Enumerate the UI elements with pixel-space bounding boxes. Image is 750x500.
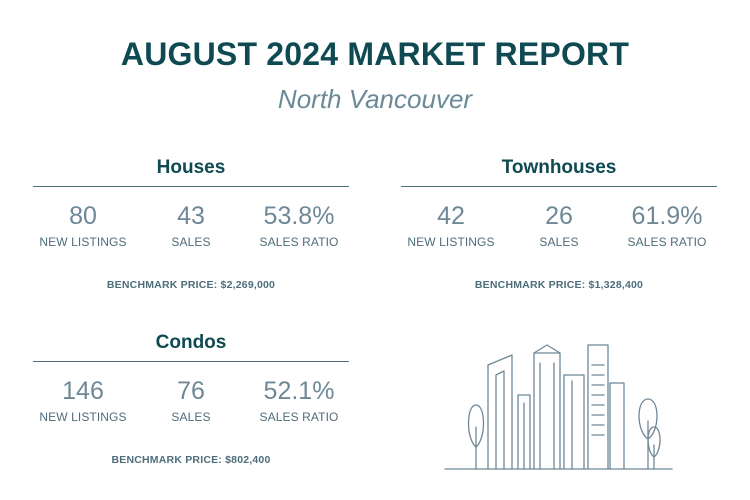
sales-label: SALES: [171, 235, 211, 249]
townhouses-section: Townhouses 42 NEW LISTINGS 26 SALES 61.9…: [401, 155, 717, 291]
sales-label: SALES: [171, 410, 211, 424]
sales-ratio-stat: 52.1% SALES RATIO: [244, 376, 354, 426]
sales-ratio-value: 52.1%: [263, 377, 335, 405]
section-title: Houses: [156, 157, 226, 178]
benchmark-price: BENCHMARK PRICE: $2,269,000: [106, 279, 276, 291]
sales-label: SALES: [539, 235, 579, 249]
sales-ratio-value: 61.9%: [631, 202, 703, 230]
new-listings-stat: 80 NEW LISTINGS: [28, 201, 138, 251]
new-listings-label: NEW LISTINGS: [39, 410, 127, 424]
stats-row: 146 NEW LISTINGS 76 SALES 52.1% SALES RA…: [33, 376, 349, 440]
new-listings-stat: 146 NEW LISTINGS: [28, 376, 138, 426]
stats-row: 80 NEW LISTINGS 43 SALES 53.8% SALES RAT…: [33, 201, 349, 265]
sales-stat: 43 SALES: [136, 201, 246, 251]
divider: [401, 186, 717, 187]
new-listings-stat: 42 NEW LISTINGS: [396, 201, 506, 251]
sales-ratio-label: SALES RATIO: [627, 235, 707, 249]
section-title: Condos: [155, 332, 227, 353]
new-listings-value: 42: [437, 202, 465, 230]
stats-row: 42 NEW LISTINGS 26 SALES 61.9% SALES RAT…: [401, 201, 717, 265]
city-skyline-icon: [440, 335, 680, 480]
sales-ratio-label: SALES RATIO: [259, 235, 339, 249]
sales-ratio-value: 53.8%: [263, 202, 335, 230]
report-title: AUGUST 2024 MARKET REPORT: [120, 36, 630, 72]
houses-section: Houses 80 NEW LISTINGS 43 SALES 53.8% SA…: [33, 155, 349, 291]
sales-stat: 76 SALES: [136, 376, 246, 426]
sales-value: 43: [177, 202, 205, 230]
new-listings-label: NEW LISTINGS: [39, 235, 127, 249]
sales-ratio-label: SALES RATIO: [259, 410, 339, 424]
report-subtitle: North Vancouver: [277, 84, 473, 114]
sales-ratio-stat: 61.9% SALES RATIO: [612, 201, 722, 251]
new-listings-value: 80: [69, 202, 97, 230]
condos-section: Condos 146 NEW LISTINGS 76 SALES 52.1% S…: [33, 330, 349, 466]
divider: [33, 361, 349, 362]
section-title: Townhouses: [501, 157, 617, 178]
sales-value: 26: [545, 202, 573, 230]
divider: [33, 186, 349, 187]
benchmark-price: BENCHMARK PRICE: $1,328,400: [474, 279, 644, 291]
new-listings-label: NEW LISTINGS: [407, 235, 495, 249]
sales-ratio-stat: 53.8% SALES RATIO: [244, 201, 354, 251]
new-listings-value: 146: [62, 377, 104, 405]
benchmark-price: BENCHMARK PRICE: $802,400: [111, 454, 271, 466]
sales-value: 76: [177, 377, 205, 405]
sales-stat: 26 SALES: [504, 201, 614, 251]
